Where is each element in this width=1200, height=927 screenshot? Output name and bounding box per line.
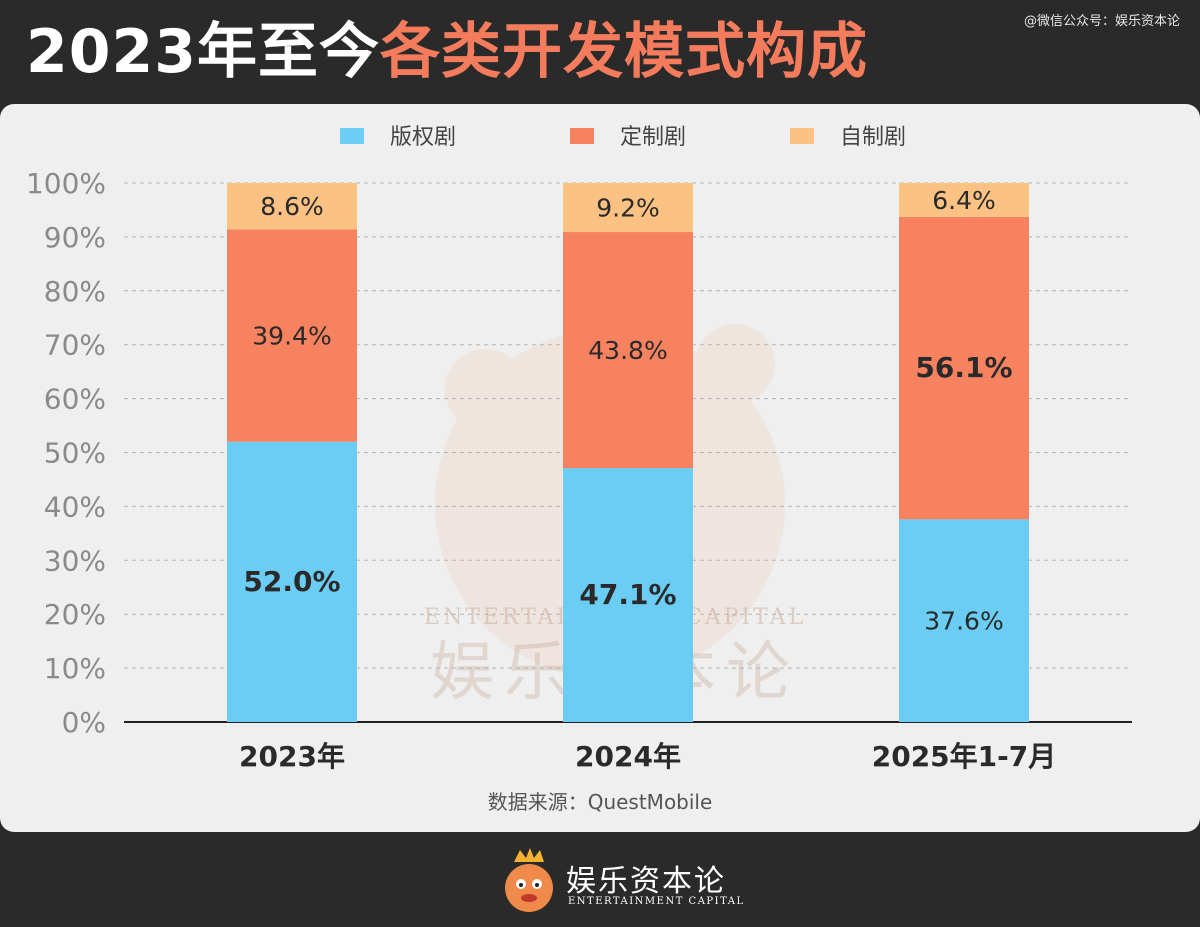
legend-swatch: [340, 128, 364, 144]
legend-label: 自制剧: [840, 125, 906, 150]
legend-label: 定制剧: [620, 125, 686, 150]
x-tick-label: 2024年: [575, 740, 681, 773]
x-tick-label: 2023年: [239, 740, 345, 773]
data-label: 56.1%: [915, 351, 1012, 384]
y-tick-label: 100%: [26, 167, 106, 200]
title-part-white: 2023年至今: [26, 17, 380, 87]
bar-segment: [227, 229, 357, 442]
bar-segment: [563, 232, 693, 469]
y-tick-label: 40%: [44, 490, 106, 523]
bar-segment: [227, 441, 357, 722]
legend: 版权剧 定制剧 自制剧: [340, 125, 906, 150]
data-label: 6.4%: [932, 186, 996, 215]
data-label: 37.6%: [924, 607, 1003, 636]
bar-segment: [563, 468, 693, 722]
legend-label: 版权剧: [390, 125, 456, 150]
bar-segment: [563, 183, 693, 233]
y-tick-label: 60%: [44, 383, 106, 416]
y-axis: 0% 10% 20% 30% 40% 50% 60% 70% 80% 90% 100%: [26, 167, 1132, 739]
y-tick-label: 20%: [44, 598, 106, 631]
y-tick-label: 70%: [44, 329, 106, 362]
y-tick-label: 80%: [44, 275, 106, 308]
page-title: 2023年至今各类开发模式构成: [26, 10, 868, 94]
y-tick-label: 50%: [44, 437, 106, 470]
footer-brand-en: ENTERTAINMENT CAPITAL: [568, 896, 745, 907]
footer-logo: 娱乐资本论 ENTERTAINMENT CAPITAL: [498, 842, 743, 916]
data-label: 43.8%: [588, 336, 667, 365]
bars: 52.0% 39.4% 8.6% 47.1% 43.8% 9.2% 37.6% 56.1% 6.…: [227, 183, 1029, 722]
wechat-watermark: @微信公众号：娱乐资本论: [1023, 14, 1180, 29]
title-part-accent: 各类开发模式构成: [380, 17, 868, 87]
legend-swatch: [570, 128, 594, 144]
y-tick-label: 0%: [62, 706, 106, 739]
data-label: 8.6%: [260, 192, 324, 221]
y-tick-label: 30%: [44, 544, 106, 577]
data-label: 52.0%: [243, 565, 340, 598]
data-label: 39.4%: [252, 322, 331, 351]
x-tick-label: 2025年1-7月: [872, 740, 1057, 773]
footer-brand: 娱乐资本论: [566, 864, 726, 899]
bar-segment: [899, 183, 1029, 217]
legend-swatch: [790, 128, 814, 144]
y-tick-label: 90%: [44, 221, 106, 254]
bar-segment: [227, 183, 357, 230]
y-tick-label: 10%: [44, 652, 106, 685]
bar-segment: [899, 216, 1029, 520]
mascot-icon: [505, 848, 553, 912]
data-label: 47.1%: [579, 578, 676, 611]
data-source: 数据来源：QuestMobile: [488, 790, 713, 814]
bar-segment: [899, 519, 1029, 722]
x-axis: 2023年 2024年 2025年1-7月: [239, 740, 1056, 773]
data-label: 9.2%: [596, 194, 660, 223]
